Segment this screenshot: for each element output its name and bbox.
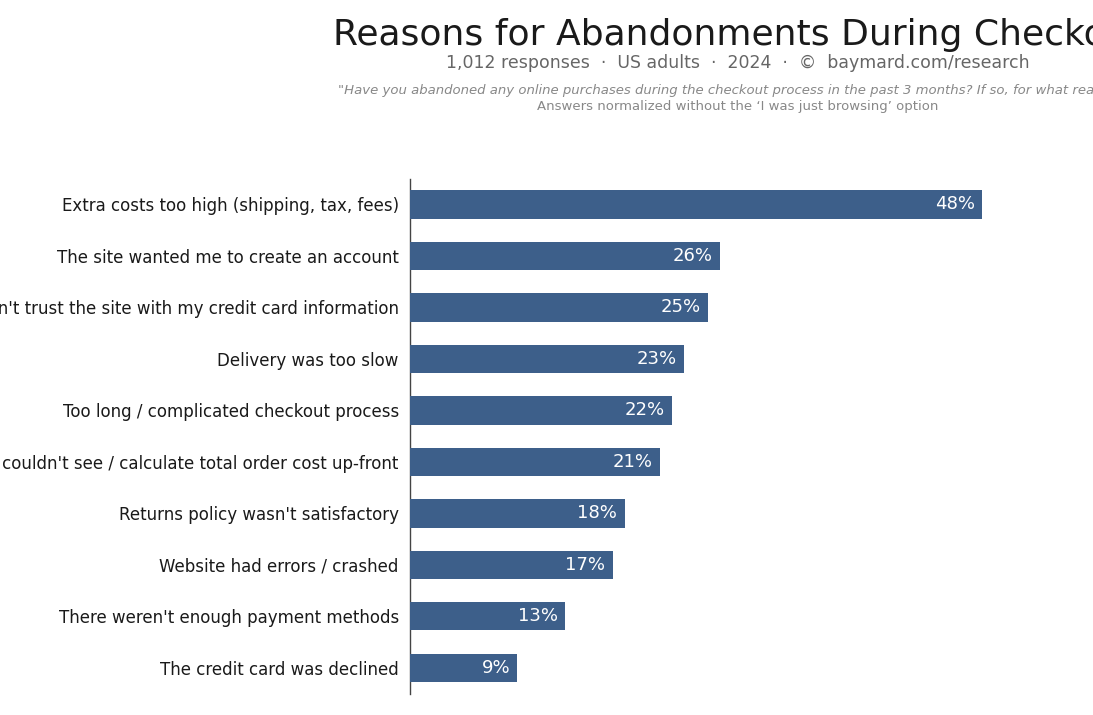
Text: 9%: 9% <box>481 659 510 677</box>
Text: "Have you abandoned any online purchases during the checkout process in the past: "Have you abandoned any online purchases… <box>338 84 1093 97</box>
Text: 1,012 responses  ·  US adults  ·  2024  ·  ©  baymard.com/research: 1,012 responses · US adults · 2024 · © b… <box>446 54 1030 72</box>
Text: 13%: 13% <box>518 607 557 626</box>
Text: 17%: 17% <box>565 556 606 574</box>
Bar <box>410 602 565 631</box>
Text: 48%: 48% <box>935 195 975 214</box>
Text: 18%: 18% <box>577 504 618 523</box>
Bar <box>410 190 983 219</box>
Text: Reasons for Abandonments During Checkout: Reasons for Abandonments During Checkout <box>333 18 1093 52</box>
Text: Answers normalized without the ‘I was just browsing’ option: Answers normalized without the ‘I was ju… <box>537 100 939 113</box>
Text: 25%: 25% <box>660 298 701 317</box>
Bar <box>410 551 612 579</box>
Bar <box>410 448 660 476</box>
Text: 23%: 23% <box>637 350 677 368</box>
Bar <box>410 345 684 373</box>
Bar <box>410 396 672 425</box>
Bar <box>410 499 624 528</box>
Bar <box>410 293 708 322</box>
Text: 26%: 26% <box>672 247 713 265</box>
Text: 22%: 22% <box>625 401 665 420</box>
Bar <box>410 654 517 682</box>
Bar <box>410 242 720 270</box>
Text: 21%: 21% <box>613 453 654 471</box>
